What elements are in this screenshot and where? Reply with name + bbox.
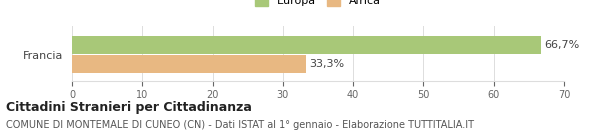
Text: 66,7%: 66,7% [544, 40, 580, 50]
Text: 33,3%: 33,3% [310, 59, 344, 69]
Legend: Europa, Africa: Europa, Africa [251, 0, 385, 10]
Text: Cittadini Stranieri per Cittadinanza: Cittadini Stranieri per Cittadinanza [6, 101, 252, 114]
Text: COMUNE DI MONTEMALE DI CUNEO (CN) - Dati ISTAT al 1° gennaio - Elaborazione TUTT: COMUNE DI MONTEMALE DI CUNEO (CN) - Dati… [6, 120, 474, 130]
Bar [72, 36, 541, 54]
Bar [72, 55, 306, 73]
